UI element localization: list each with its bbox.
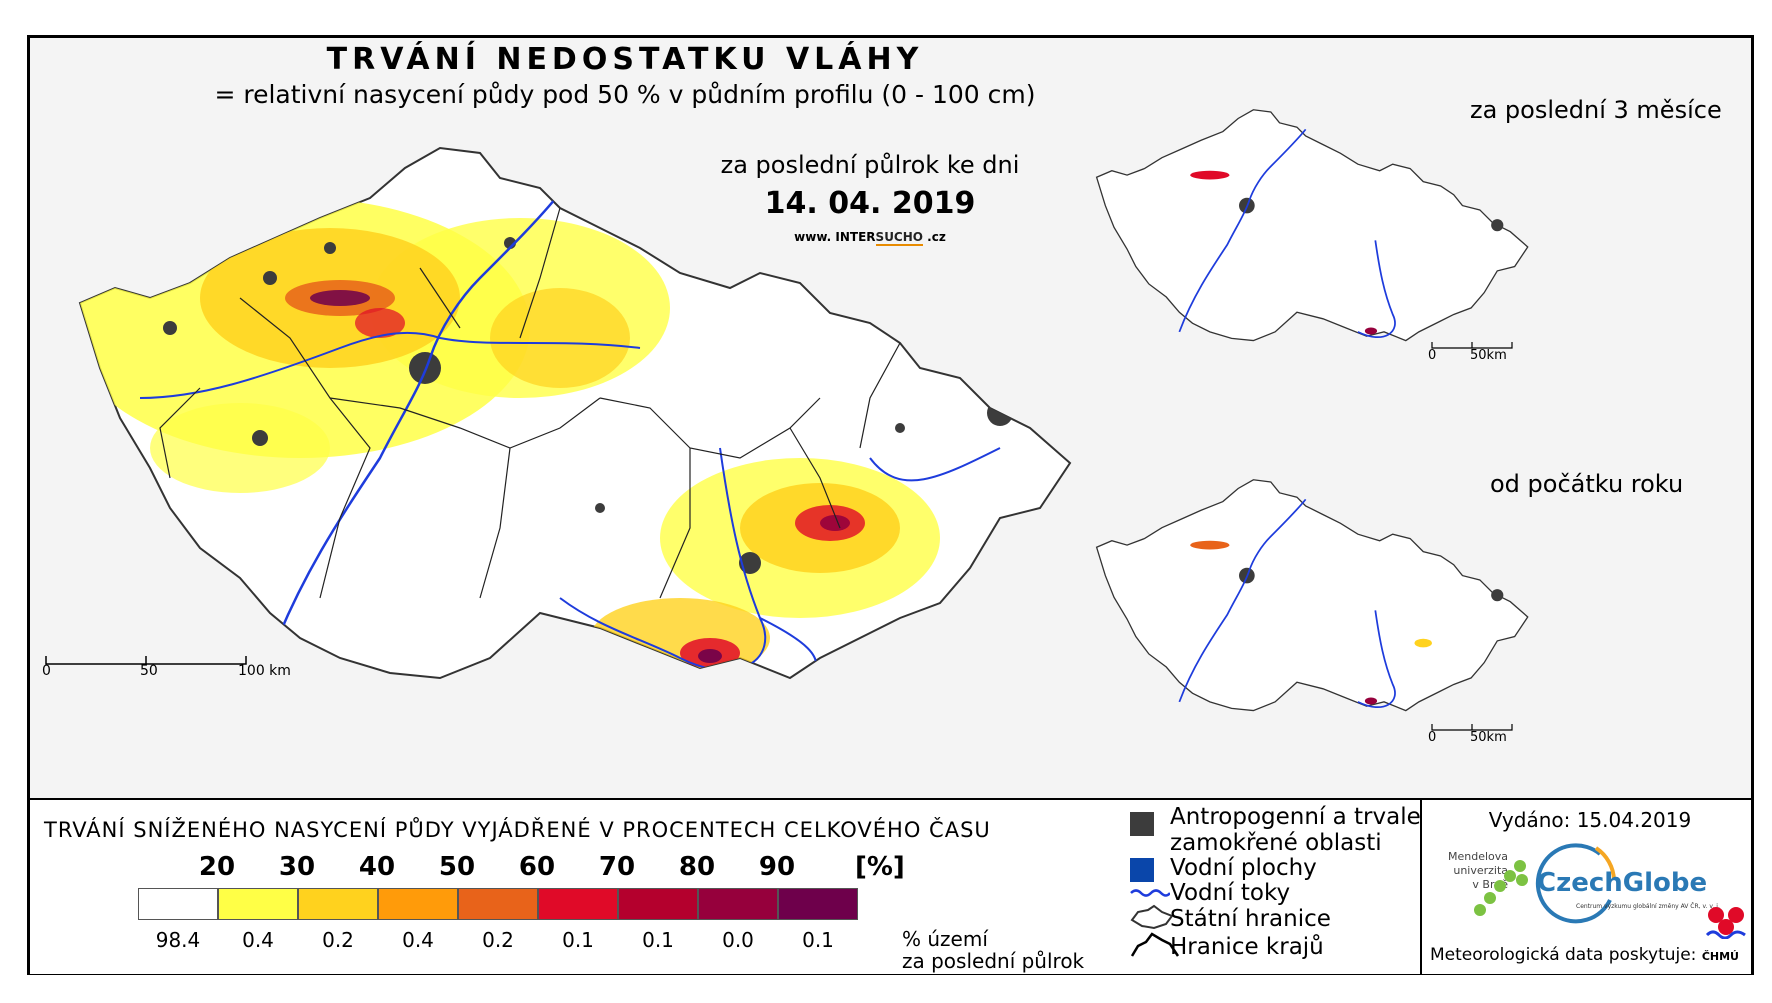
region-border-icon [1130, 932, 1180, 957]
share-8: 0.1 [802, 928, 834, 952]
swatch-1 [218, 888, 298, 920]
legend-separator [1420, 800, 1422, 974]
swatch-0 [138, 888, 218, 920]
mendel-line-2: univerzita [1453, 864, 1509, 877]
swatch-5 [538, 888, 618, 920]
share-label: % území za poslední půlrok [902, 928, 1084, 972]
swatch-3 [378, 888, 458, 920]
mendel-logo-icon [1474, 860, 1528, 916]
inset-map-year [1095, 479, 1529, 712]
swatch-7 [698, 888, 778, 920]
map-subtitle: = relativní nasycení půdy pod 50 % v půd… [214, 80, 1036, 109]
main-scale-50: 50 [140, 663, 158, 679]
share-0: 98.4 [155, 928, 201, 952]
inset-three-months-label: za poslední 3 měsíce [1470, 96, 1722, 124]
inset-map-three-months [1095, 109, 1529, 342]
share-label-1: % území [902, 927, 988, 951]
share-7: 0.0 [722, 928, 754, 952]
website-suffix: .cz [927, 230, 946, 244]
threshold-30: 30 [278, 852, 316, 882]
main-scale-0: 0 [42, 663, 51, 679]
share-label-2: za poslední půlrok [902, 949, 1085, 973]
anthropogenic-label-1: Antropogenní a trvale [1170, 804, 1421, 830]
legend-area: TRVÁNÍ SNÍŽENÉHO NASYCENÍ PŮDY VYJÁDŘENÉ… [30, 798, 1751, 974]
swatch-6 [618, 888, 698, 920]
inset-1-scale-0: 0 [1428, 348, 1437, 363]
share-3: 0.4 [402, 928, 434, 952]
website-part-b: SUCHO [875, 230, 923, 246]
share-4: 0.2 [482, 928, 514, 952]
threshold-90: 90 [758, 852, 796, 882]
share-5: 0.1 [562, 928, 594, 952]
legend-title: TRVÁNÍ SNÍŽENÉHO NASYCENÍ PŮDY VYJÁDŘENÉ… [44, 818, 991, 842]
water-bodies-swatch [1130, 858, 1154, 882]
inset-2-scale-0: 0 [1428, 730, 1437, 745]
inset-2-scale-50: 50km [1470, 730, 1507, 745]
threshold-80: 80 [678, 852, 716, 882]
threshold-60: 60 [518, 852, 556, 882]
mendel-line-1: Mendelova [1448, 850, 1509, 863]
water-bodies-label: Vodní plochy [1170, 855, 1317, 881]
date-label: 14. 04. 2019 [764, 186, 976, 221]
chmu-logo-icon [1705, 907, 1746, 939]
map-frame: TRVÁNÍ NEDOSTATKU VLÁHY = relativní nasy… [27, 35, 1754, 975]
map-area: TRVÁNÍ NEDOSTATKU VLÁHY = relativní nasy… [30, 38, 1751, 798]
swatch-4 [458, 888, 538, 920]
rivers-label: Vodní toky [1170, 880, 1291, 906]
map-title: TRVÁNÍ NEDOSTATKU VLÁHY [326, 42, 924, 77]
inset-scale-bar-1 [1431, 342, 1513, 349]
inset-scale-bar-2 [1431, 724, 1513, 731]
threshold-20: 20 [198, 852, 236, 882]
state-border-label: Státní hranice [1170, 906, 1331, 932]
chmu-label: ČHMÚ [1701, 950, 1739, 963]
threshold-unit: [%] [855, 852, 905, 882]
czechglobe-logo-text: CzechGlobe [1537, 868, 1708, 898]
main-scale-bar [45, 656, 247, 665]
anthropogenic-swatch [1130, 812, 1154, 836]
swatch-8 [778, 888, 858, 920]
meteo-credit: Meteorologická data poskytuje: ČHMÚ [1430, 945, 1739, 965]
threshold-40: 40 [358, 852, 396, 882]
inset-year-label: od počátku roku [1490, 470, 1684, 498]
website-prefix: www. [794, 230, 832, 244]
czechglobe-subtitle: Centrum výzkumu globální změny AV ČR, v.… [1576, 903, 1720, 910]
anthropogenic-label-2: zamokřené oblasti [1170, 830, 1382, 856]
threshold-70: 70 [598, 852, 636, 882]
threshold-50: 50 [438, 852, 476, 882]
inset-1-scale-50: 50km [1470, 348, 1507, 363]
main-scale-100: 100 km [238, 663, 291, 679]
region-border-label: Hranice krajů [1170, 934, 1324, 960]
swatch-2 [298, 888, 378, 920]
czechglobe-logo-icon [1535, 843, 1616, 924]
state-border-icon [1130, 904, 1174, 930]
share-2: 0.2 [322, 928, 354, 952]
meteo-label: Meteorologická data poskytuje: [1430, 945, 1697, 965]
share-1: 0.4 [242, 928, 274, 952]
website-label: www. INTERSUCHO .cz [630, 230, 1110, 246]
share-6: 0.1 [642, 928, 674, 952]
issued-date: Vydáno: 15.04.2019 [1488, 808, 1692, 832]
website-part-a: INTER [835, 230, 876, 244]
river-line-icon [1130, 889, 1170, 897]
period-label: za poslední půlrok ke dni [720, 151, 1020, 179]
main-map [78, 146, 1072, 680]
